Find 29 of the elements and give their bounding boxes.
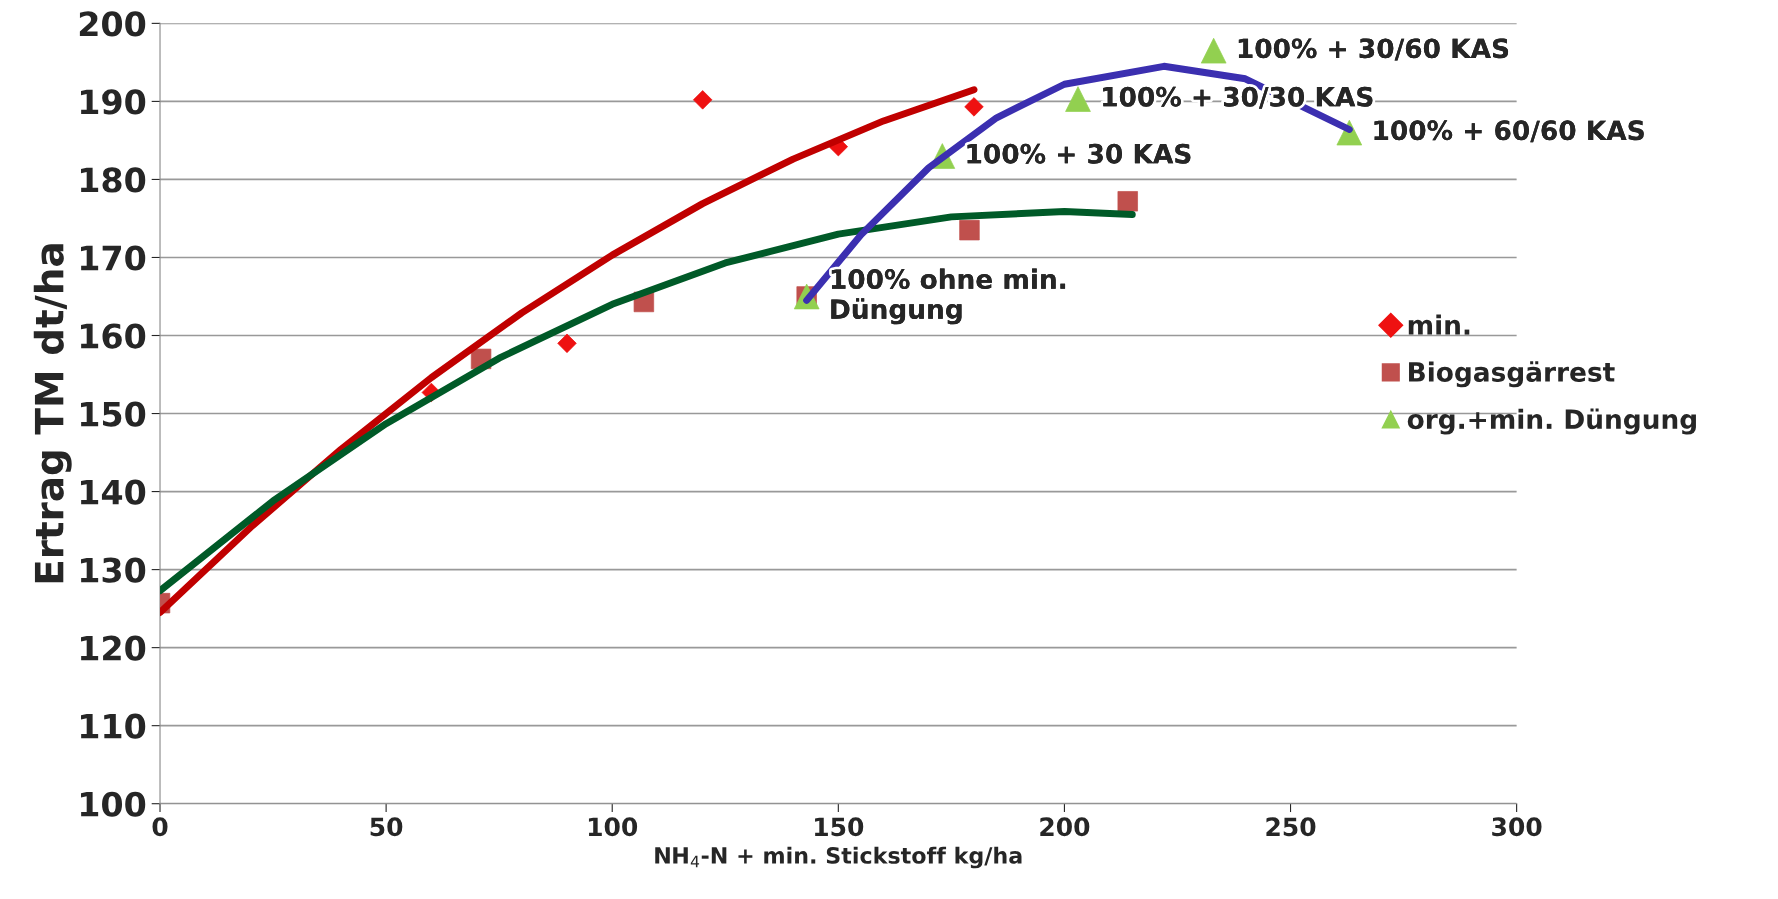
y-tick-label: 180 bbox=[81, 167, 146, 193]
y-tick-label: 120 bbox=[81, 635, 146, 661]
legend-label: min. bbox=[1408, 314, 1470, 335]
annotation: 100% + 30 KAS bbox=[967, 143, 1191, 164]
x-tick-label: 50 bbox=[370, 817, 403, 837]
y-tick-label: 150 bbox=[81, 401, 146, 427]
x-tick-label: 200 bbox=[1040, 817, 1090, 837]
y-tick-label: 110 bbox=[81, 713, 146, 739]
y-tick-label: 200 bbox=[79, 11, 146, 37]
y-tick-label: 140 bbox=[81, 479, 146, 505]
x-tick-label: 0 bbox=[152, 817, 168, 837]
point bbox=[557, 333, 577, 353]
x-tick-label: 250 bbox=[1266, 817, 1316, 837]
y-tick-label: 100 bbox=[81, 791, 146, 817]
legend-label: org.+min. Düngung bbox=[1407, 408, 1696, 435]
annotation: 100% ohne min. Düngung bbox=[831, 268, 1066, 325]
x-tick-label: 300 bbox=[1492, 817, 1542, 837]
x-axis-title: NH$_{4}$-N + min. Stickstoff kg/ha bbox=[655, 846, 1022, 869]
point bbox=[964, 97, 984, 117]
y-tick-label: 160 bbox=[81, 323, 146, 349]
annotation: 100% + 30/60 KAS bbox=[1238, 38, 1509, 61]
annotation: 100% + 60/60 KAS bbox=[1374, 120, 1644, 143]
x-tick-label: 150 bbox=[815, 817, 864, 837]
legend-label: Biogasgärrest bbox=[1409, 361, 1615, 388]
x-tick-label: 100 bbox=[588, 817, 638, 837]
y-tick-label: 170 bbox=[81, 245, 146, 271]
y-tick-label: 190 bbox=[81, 89, 146, 115]
y-tick-label: 130 bbox=[81, 557, 146, 583]
y-axis-title: Ertrag TM dt/ha bbox=[33, 244, 72, 583]
